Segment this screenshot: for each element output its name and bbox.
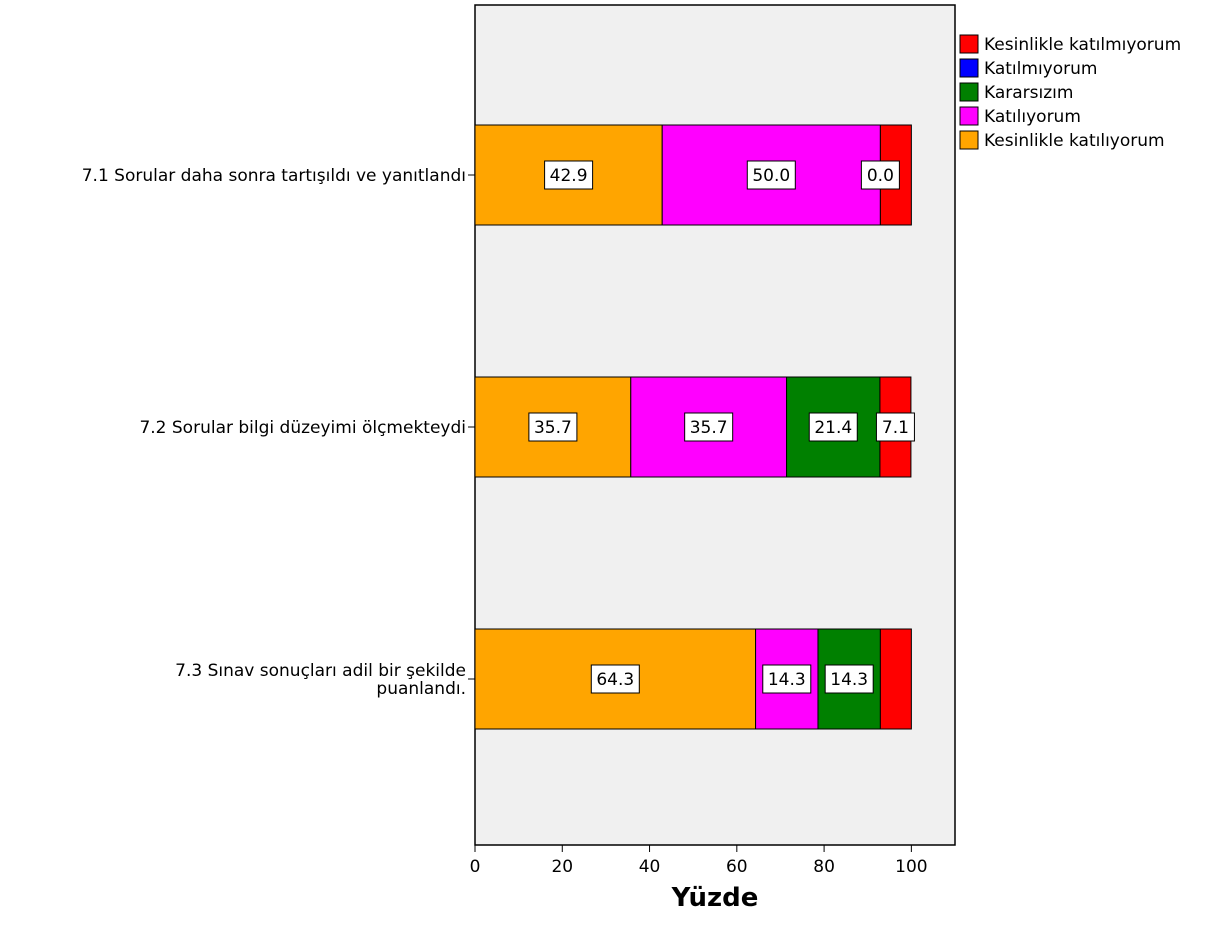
category-axis: 7.1 Sorular daha sonra tartışıldı ve yan…: [82, 166, 475, 699]
x-tick-label: 20: [551, 857, 573, 877]
data-label-text: 50.0: [752, 166, 790, 186]
data-label-text: 64.3: [596, 670, 634, 690]
data-label-text: 7.1: [882, 418, 909, 438]
data-label-box: [824, 664, 874, 694]
data-label: 21.4: [808, 412, 858, 442]
legend-label: Kararsızım: [984, 83, 1073, 103]
data-label-text: 14.3: [830, 670, 868, 690]
legend-item: Kesinlikle katılıyorum: [959, 130, 1165, 151]
legend-item: Kesinlikle katılmıyorum: [959, 34, 1181, 55]
legend-swatch: [959, 82, 979, 102]
data-label-box: [746, 160, 796, 190]
x-tick-label: 80: [813, 857, 835, 877]
x-tick-label: 40: [639, 857, 661, 877]
x-axis-title: Yüzde: [671, 883, 759, 913]
bar-segment: [879, 628, 912, 730]
data-label-box: [528, 412, 578, 442]
x-axis: 0 20 40 60 80 100: [470, 845, 928, 877]
legend-swatch: [959, 34, 979, 54]
legend-item: Katılıyorum: [959, 106, 1081, 127]
legend-item: Katılmıyorum: [959, 58, 1097, 79]
data-label: 50.0: [746, 160, 796, 190]
data-label-box: [762, 664, 812, 694]
legend-swatch: [959, 58, 979, 78]
legend-swatch: [959, 130, 979, 150]
data-label: 64.3: [590, 664, 640, 694]
data-labels-layer: 42.9 50.0 0.0 35.7 35.7 21.4 7.1 64.3 14.3 14.3: [528, 160, 915, 694]
data-label-text: 42.9: [550, 166, 588, 186]
x-tick-label: 0: [470, 857, 481, 877]
data-label-text: 21.4: [814, 418, 852, 438]
data-label-box: [860, 160, 900, 190]
legend-item: Kararsızım: [959, 82, 1073, 103]
legend-label: Kesinlikle katılmıyorum: [984, 35, 1181, 55]
data-label: 14.3: [824, 664, 874, 694]
data-label: 35.7: [684, 412, 734, 442]
data-label-box: [590, 664, 640, 694]
legend-label: Katılmıyorum: [984, 59, 1097, 79]
data-label-box: [875, 412, 915, 442]
category-label: puanlandı.: [376, 679, 466, 699]
data-label: 35.7: [528, 412, 578, 442]
data-label-text: 14.3: [768, 670, 806, 690]
category-label: 7.3 Sınav sonuçları adil bir şekilde: [175, 661, 466, 681]
legend-swatch: [959, 106, 979, 126]
legend: Kesinlikle katılmıyorum Katılmıyorum Karar…: [959, 34, 1181, 151]
data-label: 42.9: [544, 160, 594, 190]
data-label-text: 0.0: [867, 166, 894, 186]
category-label: 7.1 Sorular daha sonra tartışıldı ve yan…: [82, 166, 466, 186]
data-label: 0.0: [860, 160, 900, 190]
legend-label: Kesinlikle katılıyorum: [984, 131, 1165, 151]
data-label-box: [544, 160, 594, 190]
data-label: 7.1: [875, 412, 915, 442]
data-label-text: 35.7: [690, 418, 728, 438]
legend-label: Katılıyorum: [984, 107, 1081, 127]
data-label-box: [684, 412, 734, 442]
data-label-box: [808, 412, 858, 442]
data-label: 14.3: [762, 664, 812, 694]
x-tick-label: 100: [895, 857, 927, 877]
data-label-text: 35.7: [534, 418, 572, 438]
category-label: 7.2 Sorular bilgi düzeyimi ölçmekteydi: [139, 418, 466, 438]
x-tick-label: 60: [726, 857, 748, 877]
